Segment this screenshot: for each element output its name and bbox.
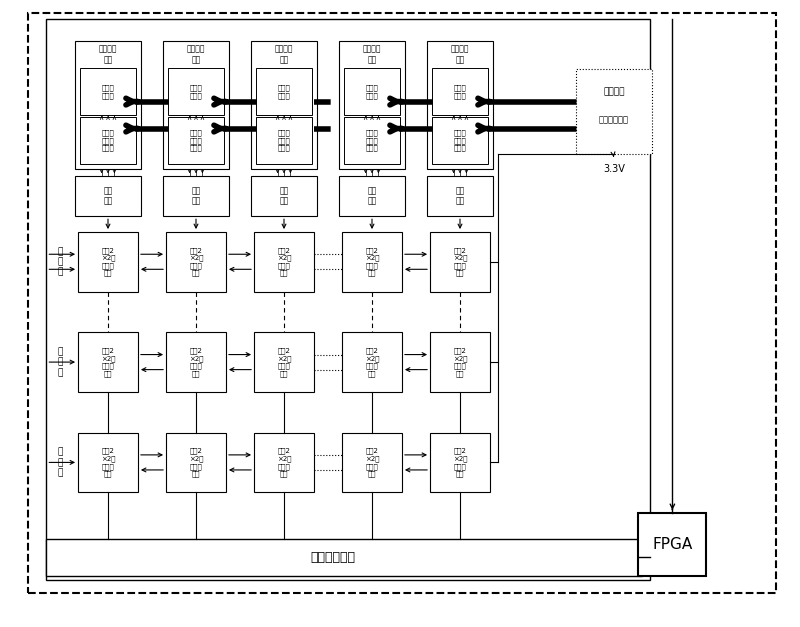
Bar [254,433,314,492]
Text: 高速2
×2模
拟交叉
开关: 高速2 ×2模 拟交叉 开关 [101,347,115,377]
Text: 状态信号总线: 状态信号总线 [599,115,629,124]
Text: 高速2
×2模
拟交叉
开关: 高速2 ×2模 拟交叉 开关 [277,347,291,377]
Text: 副
链
路: 副 链 路 [58,448,62,477]
Bar [342,232,402,292]
Bar [75,176,141,216]
Text: 低压差
分信号
收发器: 低压差 分信号 收发器 [278,130,290,151]
Text: 高速2
×2模
拟交叉
开关: 高速2 ×2模 拟交叉 开关 [101,448,115,477]
Bar [342,332,402,392]
Text: 3.3V: 3.3V [603,164,625,174]
Bar [166,433,226,492]
Text: 功能模
块电路: 功能模 块电路 [102,85,114,98]
Bar [163,41,229,169]
Text: 功能模
块电路: 功能模 块电路 [278,85,290,98]
Bar [46,539,642,576]
Bar [344,68,400,115]
Text: 高速2
×2模
拟交叉
开关: 高速2 ×2模 拟交叉 开关 [365,448,379,477]
Bar [78,433,138,492]
Text: 开关管理电路: 开关管理电路 [310,551,355,564]
Text: 功能模块
插板: 功能模块 插板 [362,45,382,64]
Text: 电源总线: 电源总线 [603,87,625,97]
Text: 低压差
分信号
收发器: 低压差 分信号 收发器 [190,130,202,151]
Bar [80,68,136,115]
Text: 功能模块
插板: 功能模块 插板 [450,45,470,64]
Text: 总线
插槽: 总线 插槽 [367,186,377,206]
Bar [339,41,405,169]
Bar [251,176,317,216]
Text: 高速2
×2模
拟交叉
开关: 高速2 ×2模 拟交叉 开关 [189,247,203,277]
Bar [576,69,652,154]
Text: 功能模块
插板: 功能模块 插板 [274,45,294,64]
Bar [254,232,314,292]
Bar [256,117,312,164]
Bar [78,232,138,292]
Text: 主
链
路: 主 链 路 [58,247,62,277]
Text: 功能模
块电路: 功能模 块电路 [190,85,202,98]
Bar [342,433,402,492]
Bar [430,332,490,392]
Bar [166,332,226,392]
Text: 高速2
×2模
拟交叉
开关: 高速2 ×2模 拟交叉 开关 [365,247,379,277]
Text: 高速2
×2模
拟交叉
开关: 高速2 ×2模 拟交叉 开关 [277,448,291,477]
Text: 功能模块
插板: 功能模块 插板 [186,45,206,64]
Text: 总线
插槽: 总线 插槽 [455,186,465,206]
Text: 高速2
×2模
拟交叉
开关: 高速2 ×2模 拟交叉 开关 [365,347,379,377]
Bar [251,41,317,169]
Text: 功能模
块电路: 功能模 块电路 [366,85,378,98]
Text: 功能模块
插板: 功能模块 插板 [98,45,118,64]
Bar [427,176,493,216]
Bar [168,117,224,164]
Text: 总线
插槽: 总线 插槽 [103,186,113,206]
Bar [344,117,400,164]
Text: 总线
插槽: 总线 插槽 [191,186,201,206]
Text: 功能模
块电路: 功能模 块电路 [454,85,466,98]
Bar [46,19,650,580]
Text: 高速2
×2模
拟交叉
开关: 高速2 ×2模 拟交叉 开关 [277,247,291,277]
Text: 低压差
分信号
收发器: 低压差 分信号 收发器 [102,130,114,151]
Bar [168,68,224,115]
Bar [427,41,493,169]
Text: 总线
插槽: 总线 插槽 [279,186,289,206]
Bar [75,41,141,169]
Text: 高速2
×2模
拟交叉
开关: 高速2 ×2模 拟交叉 开关 [189,347,203,377]
Text: 低压差
分信号
收发器: 低压差 分信号 收发器 [366,130,378,151]
Bar [80,117,136,164]
Bar [339,176,405,216]
Bar [166,232,226,292]
Bar [432,117,488,164]
Bar [638,513,706,576]
Text: 高速2
×2模
拟交叉
开关: 高速2 ×2模 拟交叉 开关 [101,247,115,277]
Bar [256,68,312,115]
Text: 高速2
×2模
拟交叉
开关: 高速2 ×2模 拟交叉 开关 [453,247,467,277]
Text: FPGA: FPGA [652,537,693,552]
Text: 副
链
路: 副 链 路 [58,347,62,377]
Bar [254,332,314,392]
Text: 高速2
×2模
拟交叉
开关: 高速2 ×2模 拟交叉 开关 [189,448,203,477]
Text: 高速2
×2模
拟交叉
开关: 高速2 ×2模 拟交叉 开关 [453,448,467,477]
Bar [430,232,490,292]
Text: 低压差
分信号
收发器: 低压差 分信号 收发器 [454,130,466,151]
Bar [78,332,138,392]
Text: 高速2
×2模
拟交叉
开关: 高速2 ×2模 拟交叉 开关 [453,347,467,377]
Bar [163,176,229,216]
Bar [430,433,490,492]
Bar [432,68,488,115]
